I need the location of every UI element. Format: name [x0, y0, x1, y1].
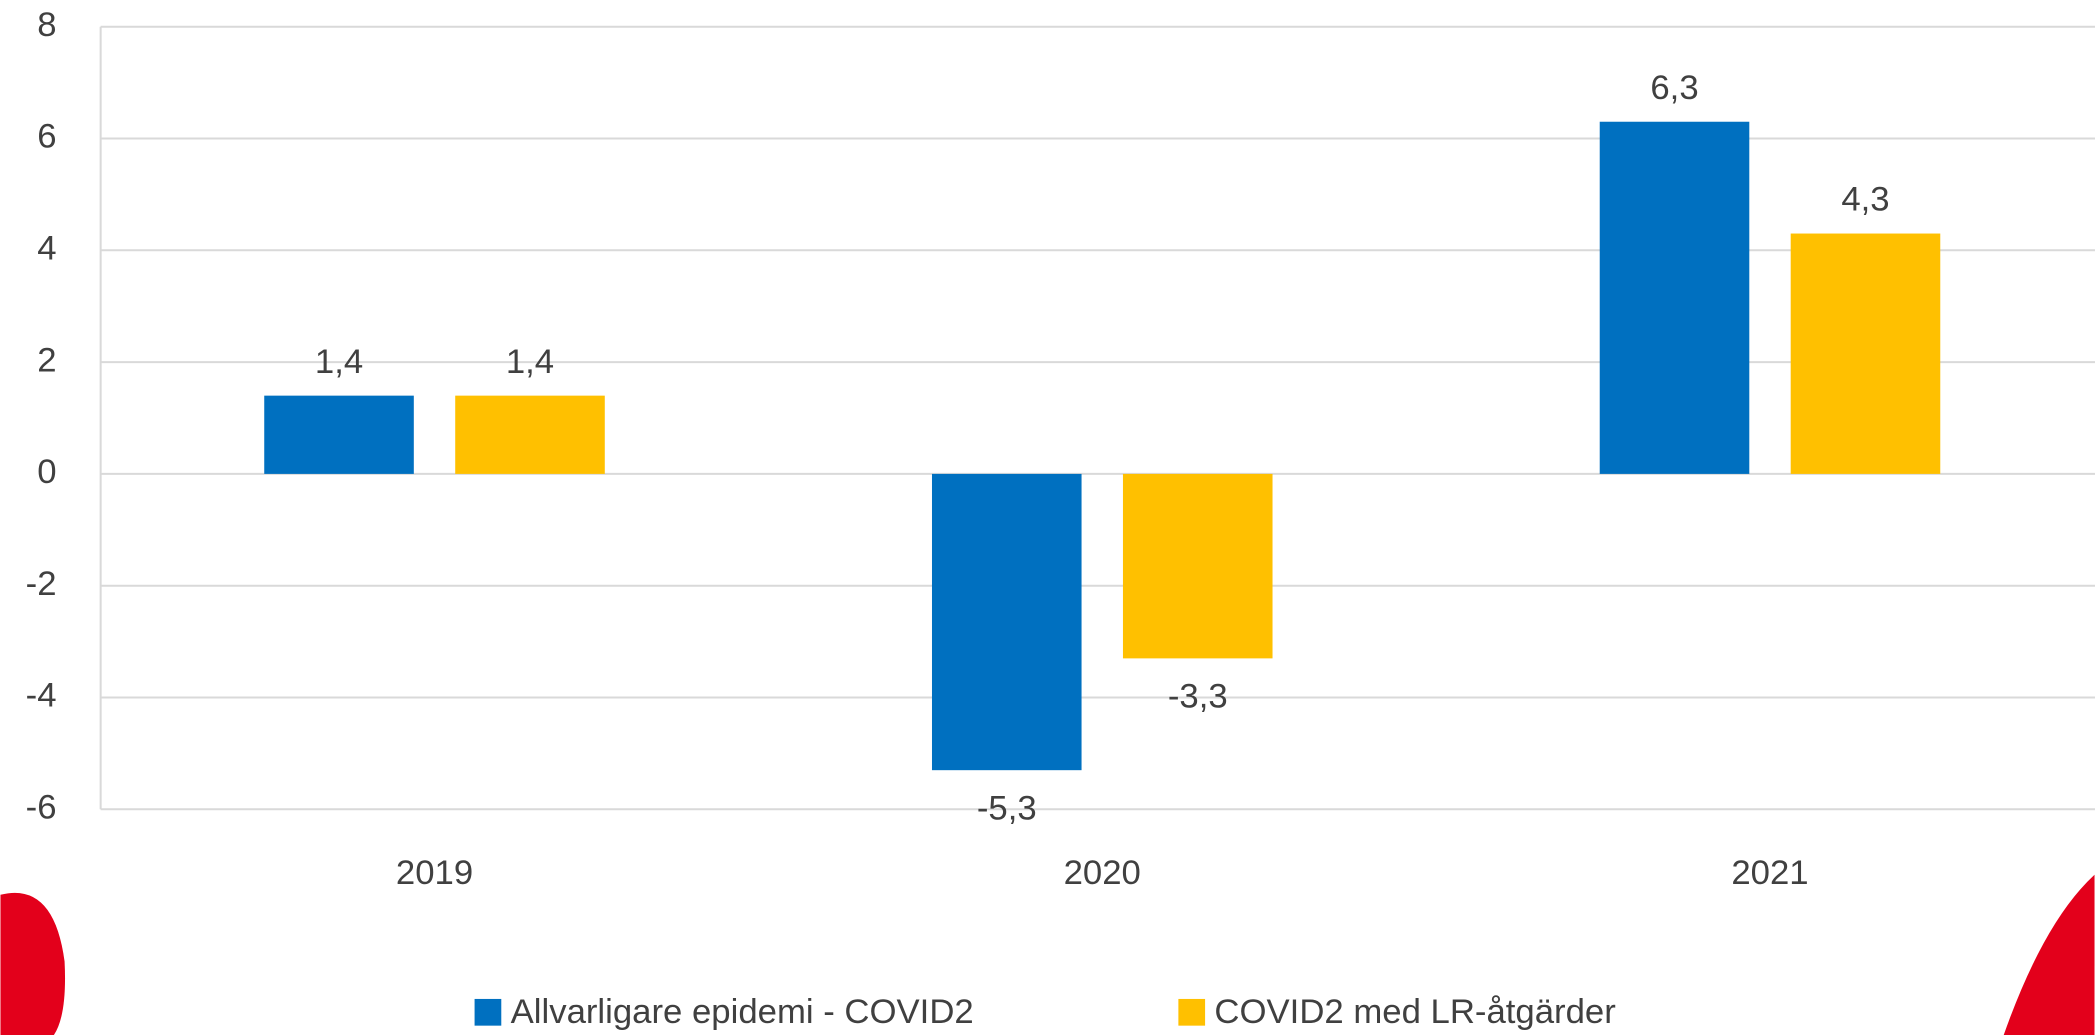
y-tick-label: 6 — [37, 118, 56, 156]
y-tick-label: 4 — [37, 229, 56, 267]
data-label: -3,3 — [1168, 678, 1228, 716]
bar — [264, 395, 414, 474]
bar — [931, 473, 1082, 771]
data-label: 1,4 — [315, 343, 363, 381]
legend-label: COVID2 med LR-åtgärder — [1214, 993, 1615, 1031]
bar — [1122, 473, 1273, 659]
legend-swatch — [1178, 998, 1206, 1026]
y-tick-label: 0 — [37, 453, 56, 491]
y-tick-label: 2 — [37, 341, 56, 379]
x-tick-label: 2019 — [396, 854, 473, 892]
legend-swatch — [474, 998, 502, 1026]
legend-label: Allvarligare epidemi - COVID2 — [511, 993, 974, 1031]
decoration — [2003, 874, 2095, 1035]
x-tick-label: 2021 — [1731, 854, 1808, 892]
y-tick-label: 8 — [37, 6, 56, 44]
data-label: -5,3 — [977, 789, 1037, 827]
data-label: 1,4 — [506, 343, 554, 381]
bar — [1790, 233, 1941, 474]
data-label: 4,3 — [1841, 181, 1889, 219]
decoration — [0, 892, 66, 1035]
bar — [455, 395, 605, 474]
y-tick-label: -4 — [26, 677, 57, 715]
data-label: 6,3 — [1650, 69, 1698, 107]
x-tick-label: 2020 — [1064, 854, 1141, 892]
y-tick-label: -2 — [26, 565, 57, 603]
bar — [1599, 121, 1750, 474]
y-tick-label: -6 — [26, 788, 57, 826]
